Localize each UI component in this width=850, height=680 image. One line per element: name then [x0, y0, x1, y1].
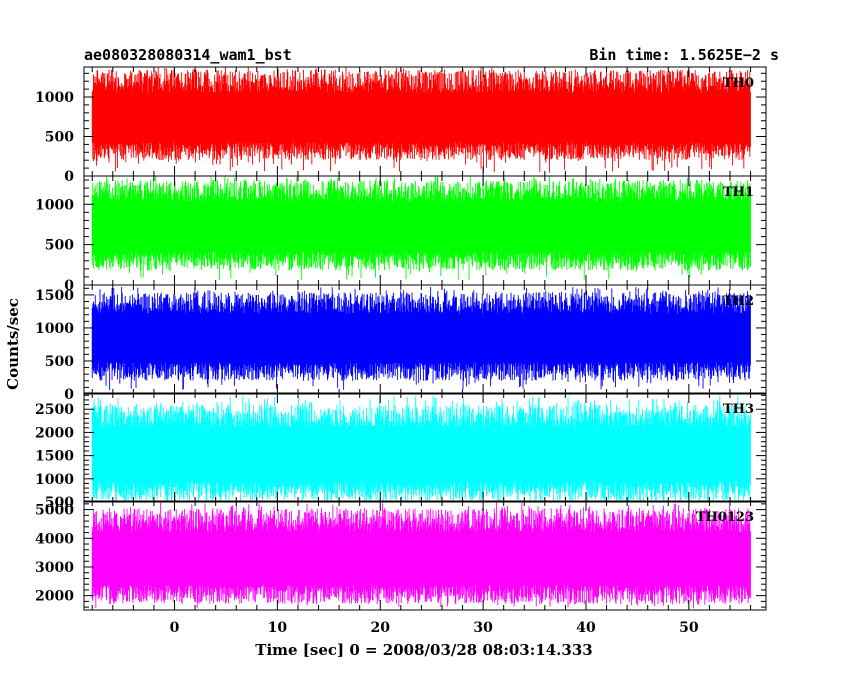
y-tick-label: 500: [45, 354, 74, 370]
y-tick-label: 0: [64, 387, 74, 403]
panels: TH005001000TH105001000TH2050010001500TH3…: [35, 66, 767, 611]
y-tick-label: 1000: [35, 321, 74, 337]
panel-th2: TH2 0 500 1000 1500: [35, 284, 767, 403]
x-tick-label: 50: [679, 620, 699, 636]
y-tick-label: 2000: [35, 589, 74, 605]
x-tick-label: 0: [170, 620, 180, 636]
panel-label-th0: TH0: [723, 76, 754, 91]
x-tick-label: 20: [371, 620, 391, 636]
panel-label-th2: TH2: [723, 294, 754, 309]
y-tick-label: 2000: [35, 425, 74, 441]
y-tick-label: 5000: [35, 503, 74, 519]
series-th3: [91, 395, 751, 502]
y-tick-label: 0: [64, 278, 74, 294]
y-tick-label: 3000: [35, 560, 74, 576]
observation-id-title: ae080328080314_wam1_bst: [84, 46, 292, 64]
panel-frame: [83, 392, 767, 503]
y-axis-label: Counts/sec: [4, 298, 22, 390]
y-tick-label: 4000: [35, 531, 74, 547]
panel-label-th1: TH1: [723, 185, 754, 200]
y-tick-label: 500: [45, 495, 74, 511]
panel-frame: [83, 284, 767, 395]
y-tick-label: 1500: [35, 449, 74, 465]
x-tick-label: 30: [473, 620, 493, 636]
x-axis: 0 10 20 30 40 50: [170, 620, 699, 636]
y-tick-label: 500: [45, 238, 74, 254]
y-tick-label: 1500: [35, 288, 74, 304]
panel-th3: TH3 500 1000 1500 2000 2500: [35, 392, 767, 511]
panel-th0123: TH0123 2000 3000 4000 5000: [35, 500, 767, 611]
x-axis-label: Time [sec] 0 = 2008/03/28 08:03:14.333: [255, 641, 592, 659]
y-tick-label: 1000: [35, 472, 74, 488]
x-tick-label: 40: [576, 620, 596, 636]
y-tick-label: 500: [45, 130, 74, 146]
y-tick-label: 0: [64, 169, 74, 185]
series-th0123: [91, 502, 751, 609]
panel-label-th0123: TH0123: [696, 510, 754, 525]
y-tick-label: 1000: [35, 90, 74, 106]
series-th2: [91, 287, 751, 390]
bin-time-title: Bin time: 1.5625E−2 s: [589, 46, 779, 64]
series-th1: [91, 176, 751, 281]
panel-th1: TH1 0 500 1000: [35, 175, 767, 294]
x-tick-label: 10: [268, 620, 288, 636]
panel-th0: TH0 0 500 1000: [35, 66, 767, 185]
panel-label-th3: TH3: [723, 402, 754, 417]
series-th0: [91, 67, 751, 173]
y-tick-label: 1000: [35, 197, 74, 213]
y-tick-label: 2500: [35, 402, 74, 418]
